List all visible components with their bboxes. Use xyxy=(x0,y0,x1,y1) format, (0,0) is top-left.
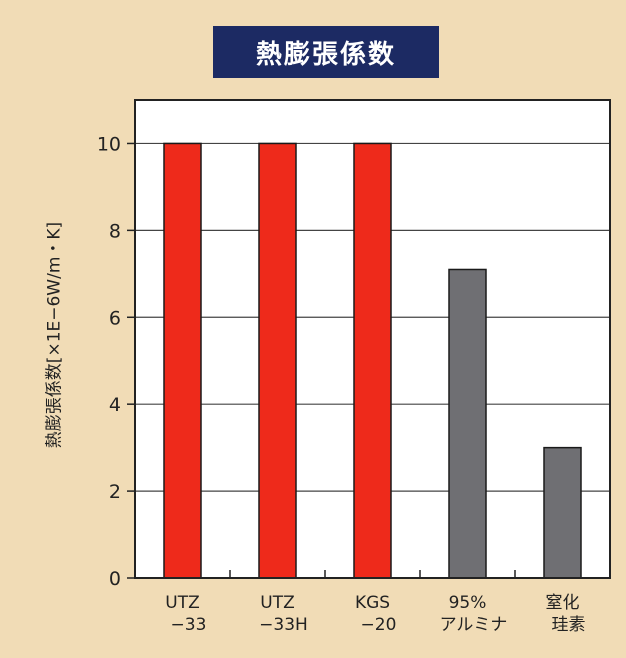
x-category-label: 95% xyxy=(449,593,487,613)
y-tick-label: 0 xyxy=(109,568,121,590)
bar xyxy=(448,268,487,579)
y-tick-label: 4 xyxy=(109,394,121,416)
x-category-label: −33H xyxy=(259,615,308,635)
y-tick-label: 6 xyxy=(109,307,121,329)
x-category-label: −33 xyxy=(171,615,207,635)
x-category-label: UTZ xyxy=(165,593,199,613)
y-tick-label: 8 xyxy=(109,220,121,242)
bar xyxy=(353,142,392,579)
chart-title: 熱膨張係数 xyxy=(213,26,439,78)
bar xyxy=(163,142,202,579)
plot-border xyxy=(134,99,611,579)
x-category-label: KGS xyxy=(355,593,390,613)
bars xyxy=(163,142,582,579)
y-axis-ticks: 0 2 4 6 8 10 xyxy=(97,133,135,590)
bar xyxy=(258,142,297,579)
x-category-label: UTZ xyxy=(260,593,294,613)
y-tick-label: 10 xyxy=(97,133,121,155)
x-category-label: アルミナ xyxy=(440,615,508,635)
x-category-label: −20 xyxy=(361,615,397,635)
bar xyxy=(543,446,582,579)
x-category-label: 窒化 xyxy=(546,593,580,613)
x-category-label: 珪素 xyxy=(552,615,586,635)
y-tick-label: 2 xyxy=(109,481,121,503)
